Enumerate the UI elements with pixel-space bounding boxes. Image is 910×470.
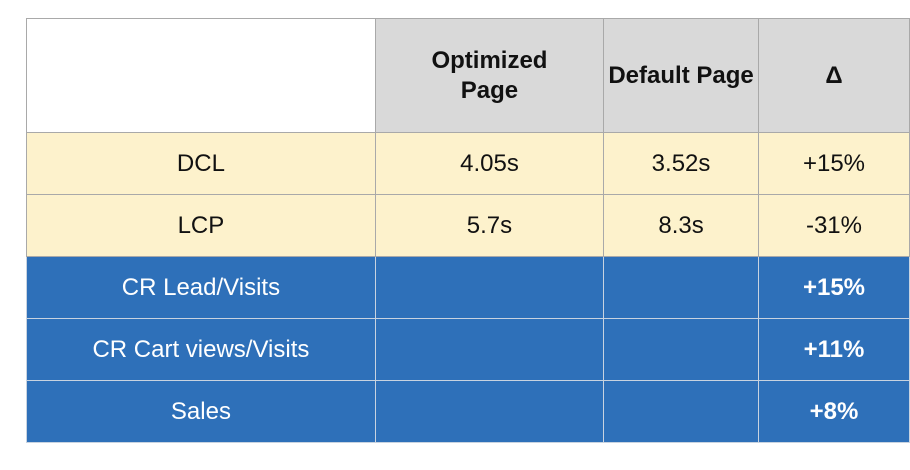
- table-row: LCP 5.7s 8.3s -31%: [26, 194, 910, 257]
- cell: -31%: [757, 194, 910, 257]
- header-text: Optimized Page: [431, 46, 548, 104]
- cell: +8%: [757, 380, 910, 443]
- cell: DCL: [26, 132, 376, 195]
- table-row: DCL 4.05s 3.52s +15%: [26, 132, 910, 195]
- cell: [374, 256, 605, 319]
- cell: [374, 318, 605, 381]
- cell: 8.3s: [603, 194, 759, 257]
- header-cell: Optimized Page: [374, 18, 605, 133]
- cell: +15%: [757, 132, 910, 195]
- table-row: CR Cart views/Visits +11%: [26, 318, 910, 381]
- cell: +15%: [757, 256, 910, 319]
- comparison-table: Optimized Page Default Page Δ DCL 4.05s 3.…: [26, 18, 910, 443]
- table-row: Sales +8%: [26, 380, 910, 443]
- cell: Sales: [26, 380, 376, 443]
- cell: [603, 318, 759, 381]
- header-cell: Δ: [757, 18, 910, 133]
- cell: CR Lead/Visits: [26, 256, 376, 319]
- cell: [603, 256, 759, 319]
- cell: [603, 380, 759, 443]
- cell: +11%: [757, 318, 910, 381]
- cell: 5.7s: [374, 194, 605, 257]
- cell: LCP: [26, 194, 376, 257]
- cell: [374, 380, 605, 443]
- header-text: Δ: [825, 61, 843, 89]
- header-text: Default Page: [608, 61, 754, 89]
- header-cell: [26, 18, 376, 133]
- cell: 3.52s: [603, 132, 759, 195]
- header-row: Optimized Page Default Page Δ: [26, 18, 910, 133]
- cell: 4.05s: [374, 132, 605, 195]
- table-row: CR Lead/Visits +15%: [26, 256, 910, 319]
- header-cell: Default Page: [603, 18, 759, 133]
- cell: CR Cart views/Visits: [26, 318, 376, 381]
- table-body: DCL 4.05s 3.52s +15% LCP 5.7s 8.3s -31% CR Lead/…: [26, 132, 910, 443]
